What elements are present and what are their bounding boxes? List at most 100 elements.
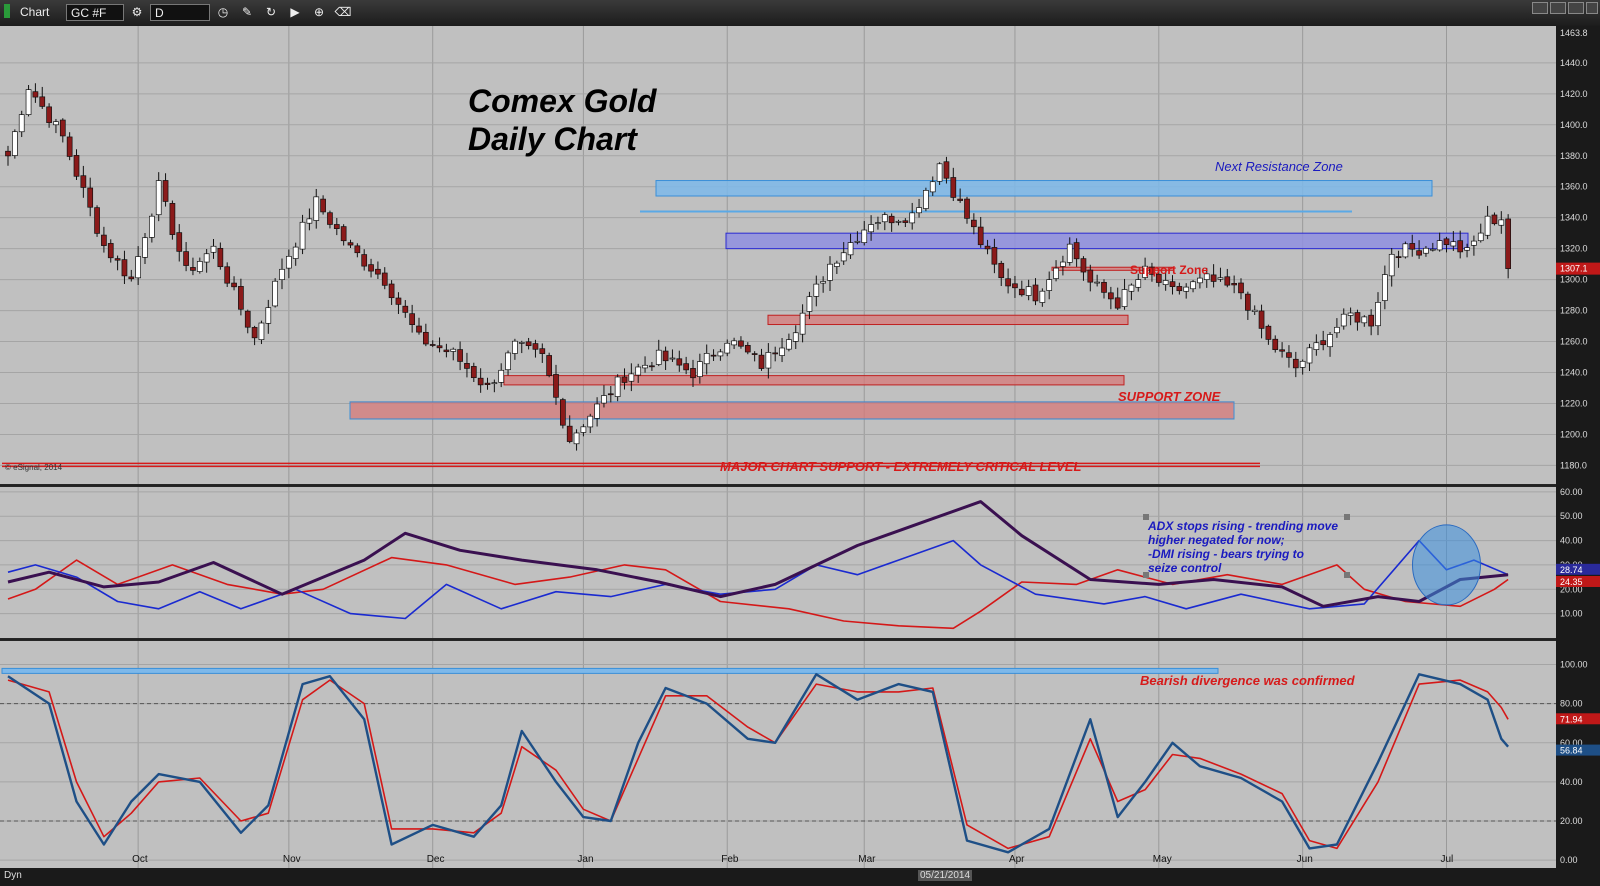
price-candle [1381, 274, 1388, 301]
price-candle [313, 196, 320, 221]
price-candle [772, 352, 779, 355]
price-candle [649, 365, 655, 368]
price-candle [758, 354, 765, 369]
price-candle [532, 343, 539, 350]
x-tick-label: Jun [1297, 854, 1313, 865]
price-candle [902, 220, 909, 223]
price-candle [203, 253, 210, 263]
price-candle [1320, 340, 1327, 346]
price-candle [162, 180, 169, 202]
time-axis-bar: Dyn 05/21/2014 [0, 868, 1600, 886]
price-candle [1361, 316, 1368, 324]
plus-di-line [7, 539, 1509, 620]
price-y-tick-label: 1420.0 [1560, 89, 1588, 99]
adx-last-value: 24.35 [1560, 577, 1583, 587]
adx-pane [0, 487, 1556, 638]
stochastic-k-line [7, 673, 1510, 854]
price-candle [1279, 349, 1285, 352]
price-candle [238, 286, 244, 310]
minimize-icon[interactable] [1550, 2, 1566, 14]
adx-note[interactable]: ADX stops rising - trending move higher … [1143, 514, 1350, 578]
price-top-label: 1463.8 [1560, 28, 1588, 38]
stochastic-last-value-tag [1556, 713, 1600, 725]
price-candle [265, 307, 272, 324]
stochastic-note: Bearish divergence was confirmed [1140, 673, 1356, 688]
price-candle [1217, 277, 1224, 280]
price-candle [1395, 256, 1402, 258]
price-candle [354, 245, 361, 254]
stoch-y-tick-label: 40.00 [1560, 777, 1583, 787]
price-candle [169, 203, 176, 235]
price-candle [1402, 243, 1409, 258]
x-tick-label: Oct [132, 854, 148, 865]
x-tick-label: Apr [1009, 854, 1025, 865]
adx-note-line-2: higher negated for now; [1148, 533, 1285, 547]
chart-canvas[interactable]: Oct Nov Dec Jan Feb Mar Apr May Jun Jul 1180.0 1200… [0, 26, 1600, 868]
price-candle [142, 237, 148, 258]
price-candle [1498, 219, 1505, 226]
price-candle [1018, 288, 1025, 296]
price-candle [1375, 302, 1381, 327]
price-candle [1025, 286, 1032, 296]
symbol-input[interactable]: GC #F [66, 4, 124, 21]
price-candle [1203, 273, 1210, 280]
price-candle [690, 368, 696, 379]
eraser-icon[interactable]: ⌫ [334, 5, 352, 19]
price-candle [868, 224, 874, 233]
price-candle [1107, 292, 1114, 300]
price-candle [669, 357, 676, 360]
price-candle [1457, 240, 1464, 253]
price-candle [1101, 281, 1107, 293]
support-zone [503, 375, 1125, 386]
price-candle [786, 339, 792, 350]
price-candle [683, 363, 690, 371]
last-price-tag [1556, 262, 1600, 275]
price-candle [1087, 269, 1094, 283]
price-candle [1388, 253, 1395, 277]
price-candle [1436, 240, 1443, 251]
x-tick-label: May [1153, 854, 1172, 865]
price-candle [813, 283, 820, 297]
price-candle [135, 256, 141, 279]
pencil-icon[interactable]: ✎ [241, 5, 253, 19]
zoom-icon[interactable]: ⊕ [313, 5, 325, 19]
price-candle [607, 393, 614, 396]
restore-icon[interactable] [1532, 2, 1548, 14]
price-candle [546, 355, 553, 376]
interval-select[interactable]: D [150, 4, 210, 21]
adx-last-value-tag [1556, 563, 1600, 575]
minus-di-line [7, 556, 1509, 630]
price-candle [347, 242, 354, 246]
price-candle [888, 215, 895, 224]
price-candle [1429, 248, 1436, 251]
price-candle [1292, 358, 1299, 369]
clock-icon[interactable]: ◷ [217, 5, 229, 19]
price-candle [87, 187, 94, 208]
price-y-tick-label: 1300.0 [1560, 275, 1588, 285]
dyn-label: Dyn [4, 870, 22, 881]
price-candle [484, 382, 491, 385]
price-candle [498, 369, 505, 383]
price-candle [676, 358, 683, 366]
price-candle [1484, 215, 1491, 236]
close-icon[interactable] [1586, 2, 1598, 14]
maximize-icon[interactable] [1568, 2, 1584, 14]
price-candle [1142, 265, 1148, 278]
price-candle [1224, 276, 1231, 286]
price-candle [916, 207, 922, 214]
price-candle [443, 349, 450, 353]
price-candle [1423, 247, 1429, 254]
play-icon[interactable]: ▶ [290, 5, 300, 19]
price-y-tick-label: 1360.0 [1560, 182, 1588, 192]
refresh-icon[interactable]: ↻ [265, 5, 277, 19]
price-candle [1238, 282, 1244, 294]
settings-icon[interactable]: ⚙ [131, 5, 143, 19]
price-candle [1155, 273, 1162, 283]
price-candle [101, 234, 107, 246]
support-zone [767, 314, 1129, 326]
price-candle [1183, 286, 1190, 292]
price-y-tick-label: 1400.0 [1560, 120, 1588, 130]
stochastic-top-band [1, 667, 1219, 674]
price-candle [957, 198, 964, 201]
price-candle [1286, 352, 1292, 358]
